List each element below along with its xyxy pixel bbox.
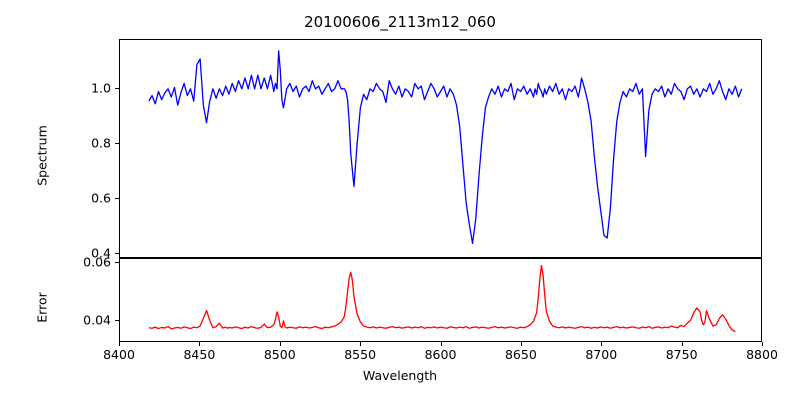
x-tick xyxy=(360,342,362,346)
spectrum-ytick-label: 0.6 xyxy=(91,190,111,206)
spectrum-ytick xyxy=(115,88,119,90)
error-polyline xyxy=(149,266,736,332)
spectrum-line-series xyxy=(120,40,761,257)
x-tick xyxy=(440,342,442,346)
x-tick-label: 8550 xyxy=(344,347,377,362)
x-tick xyxy=(199,342,201,346)
x-tick-label: 8450 xyxy=(183,347,216,362)
x-tick-label: 8800 xyxy=(746,347,778,362)
error-axes xyxy=(119,258,762,342)
error-line-series xyxy=(120,259,761,341)
spectrum-ytick xyxy=(115,143,119,145)
x-tick-label: 8700 xyxy=(585,347,618,362)
error-ytick xyxy=(115,320,119,322)
x-tick xyxy=(520,342,522,346)
spectrum-ytick xyxy=(115,197,119,199)
spectrum-ytick-label: 1.0 xyxy=(91,80,111,96)
x-tick-label: 8650 xyxy=(504,347,537,362)
spectrum-ytick-label: 0.4 xyxy=(91,245,111,261)
spectrum-ytick-label: 0.8 xyxy=(91,135,111,151)
error-ytick-label: 0.04 xyxy=(83,312,111,328)
spectrum-axes xyxy=(119,39,762,258)
x-tick-label: 8500 xyxy=(263,347,296,362)
x-tick xyxy=(279,342,281,346)
error-y-axis-label: Error xyxy=(34,292,50,323)
spectrum-y-axis-label: Spectrum xyxy=(34,125,50,186)
spectrum-polyline xyxy=(149,51,742,244)
x-tick-label: 8400 xyxy=(103,347,135,362)
x-tick xyxy=(762,342,764,346)
x-tick-label: 8600 xyxy=(424,347,457,362)
spectrum-ytick xyxy=(115,252,119,254)
x-tick xyxy=(119,342,121,346)
x-tick-label: 8750 xyxy=(665,347,698,362)
x-tick xyxy=(681,342,683,346)
error-ytick xyxy=(115,262,119,264)
x-axis-label: Wavelength xyxy=(362,368,438,383)
x-tick xyxy=(601,342,603,346)
error-ytick-label: 0.06 xyxy=(83,254,111,270)
figure-title: 20100606_2113m12_060 xyxy=(304,13,496,31)
